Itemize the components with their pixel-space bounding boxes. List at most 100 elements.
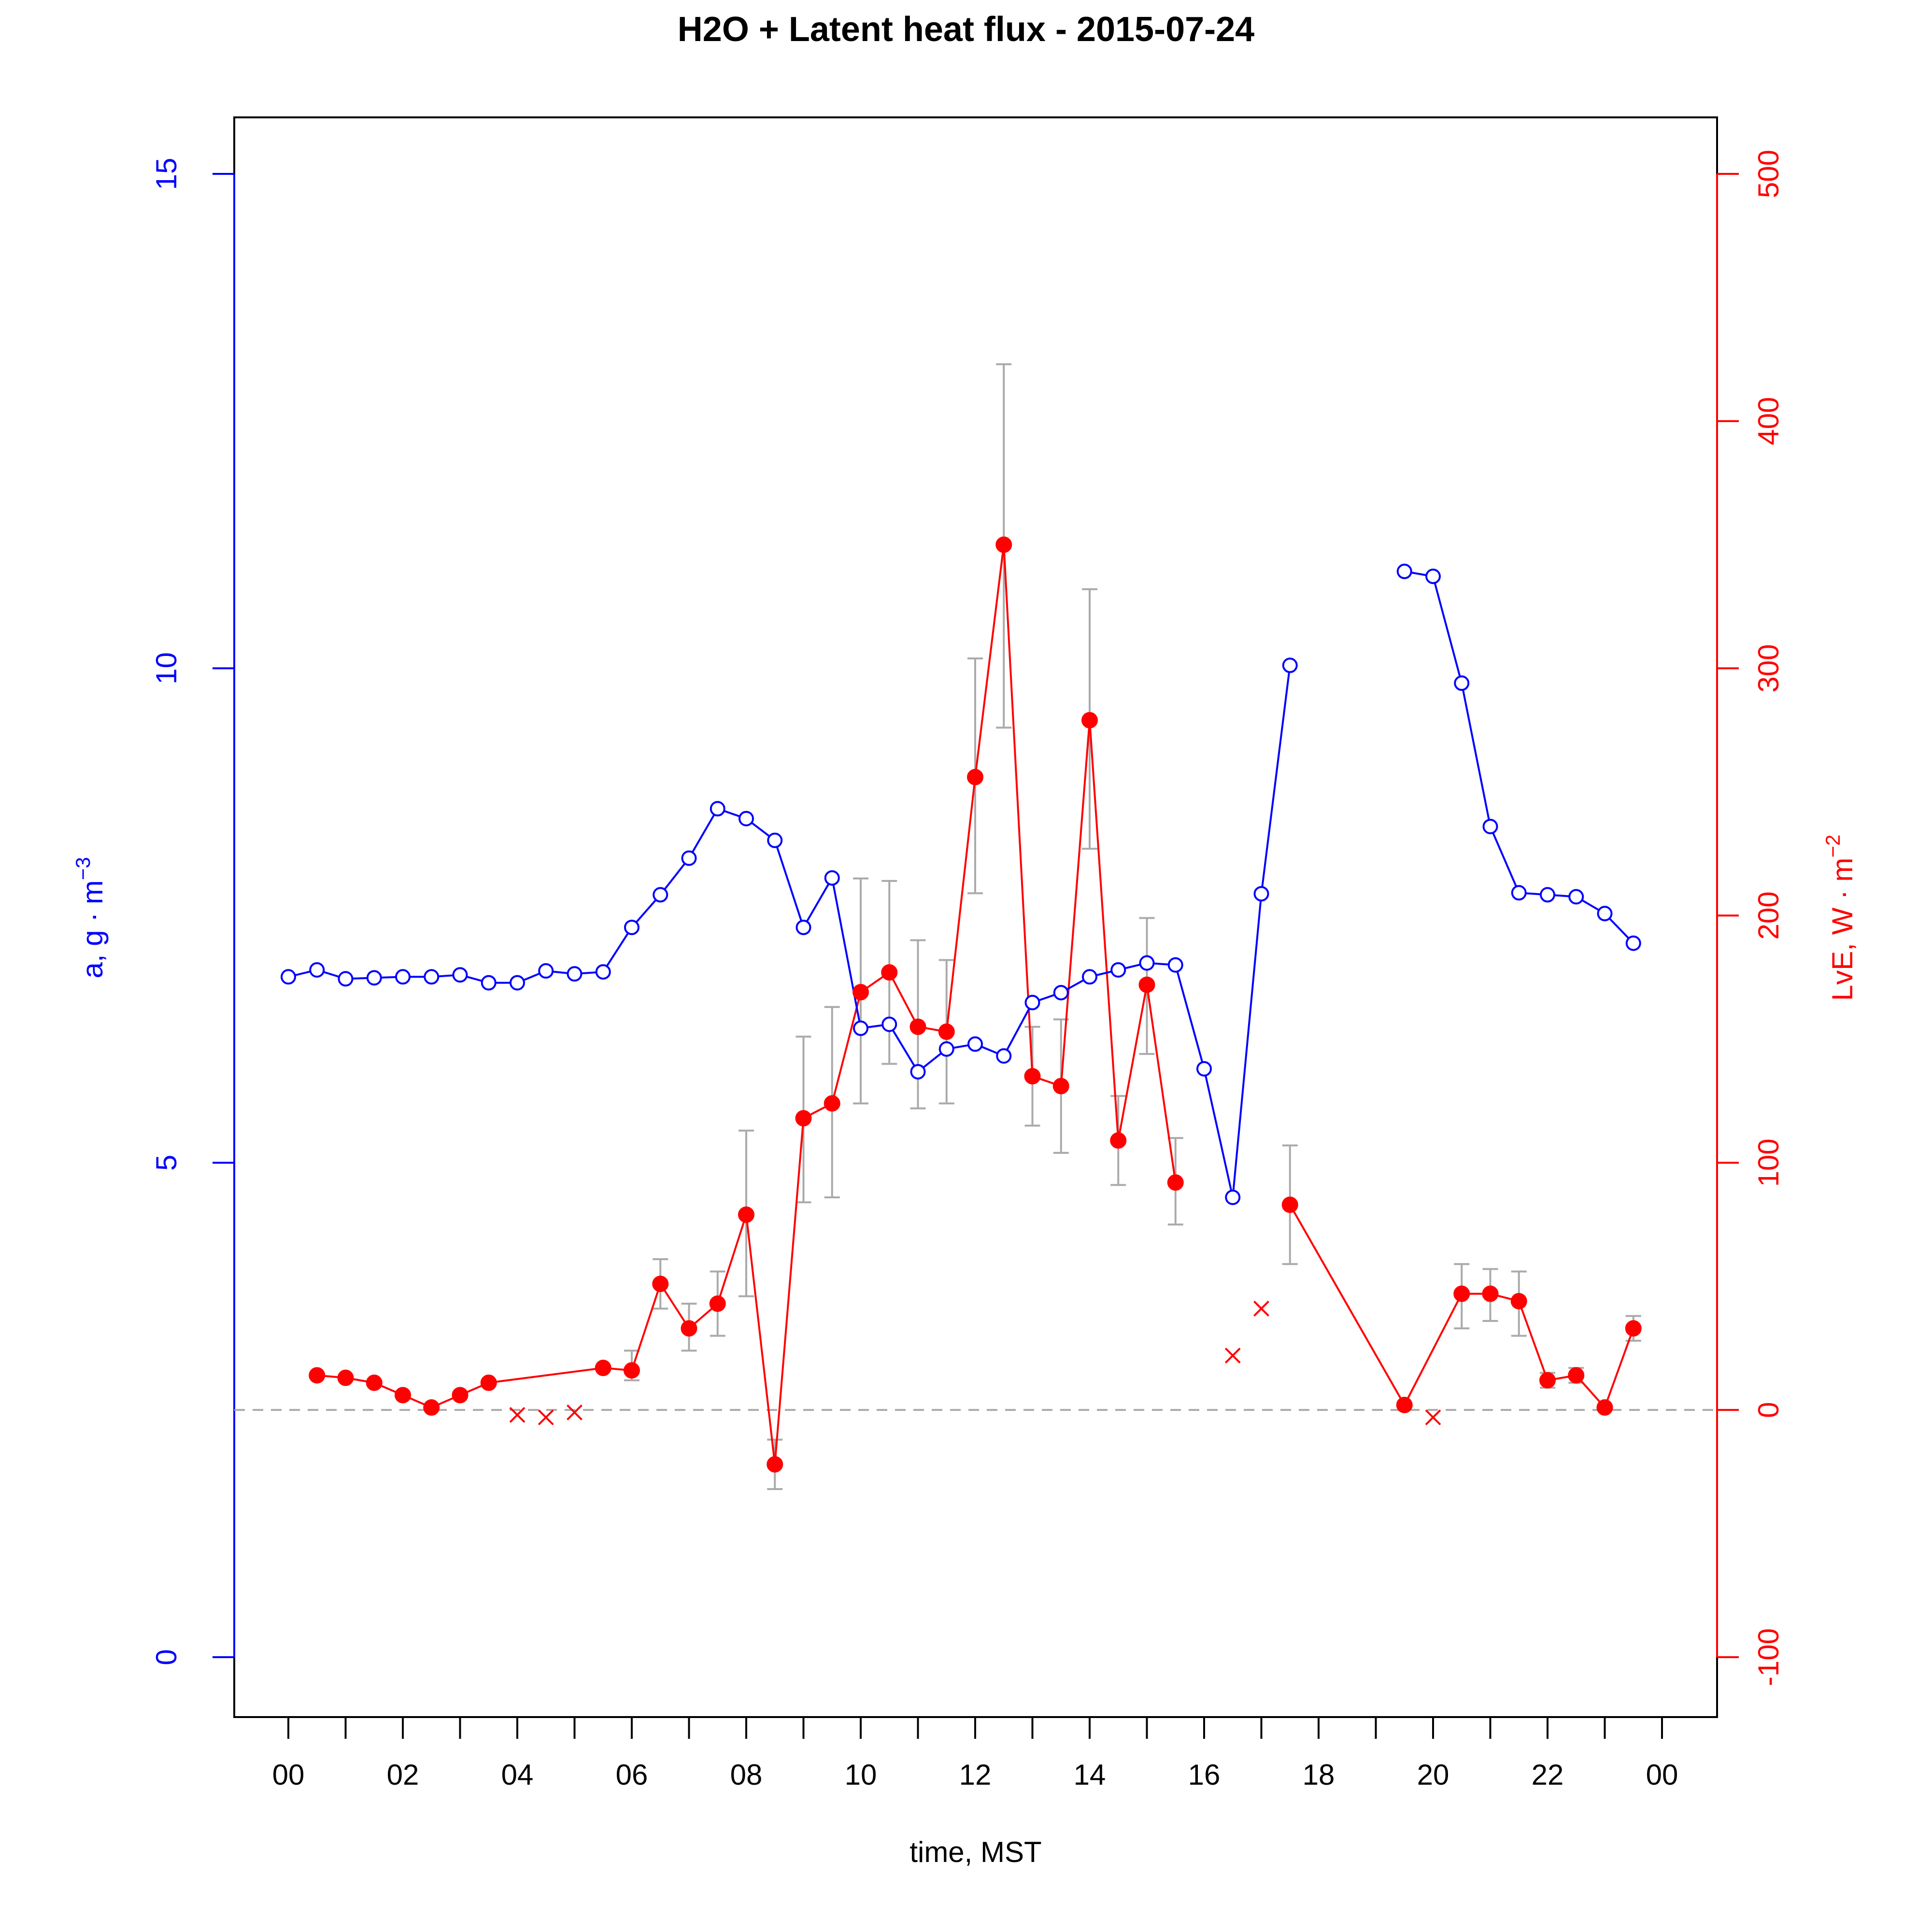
lve-point [1625,1320,1642,1337]
vapour-density-point [1511,885,1527,901]
vapour-density-point [1253,886,1269,902]
x-axis-tick-label: 08 [730,1759,763,1791]
vapour-density-series-line [288,665,1291,1198]
lve-point [423,1399,440,1416]
x-axis-tick-label: 10 [845,1759,877,1791]
lve-point [738,1206,754,1223]
lve-point [995,536,1012,553]
lve-point [967,768,983,785]
lve-point [709,1295,726,1312]
lve-point [1482,1285,1499,1302]
lve-point [1052,1078,1069,1094]
x-axis-tick-label: 00 [272,1759,305,1791]
vapour-density-point [767,832,783,848]
plot-frame [233,116,1718,1718]
vapour-density-point [481,975,497,991]
lve-point [767,1456,783,1473]
vapour-density-point [510,975,525,991]
vapour-density-point [1540,887,1555,903]
right-axis-tick-label: 300 [1752,644,1785,693]
x-axis-tick-label: 22 [1532,1759,1564,1791]
vapour-density-point [710,801,725,817]
lve-point [1024,1068,1041,1085]
vapour-density-point [1282,657,1298,673]
vapour-density-point [1425,568,1441,584]
x-axis-tick-label: 12 [959,1759,992,1791]
x-axis-tick-label: 02 [387,1759,419,1791]
lve-point [652,1276,669,1293]
x-axis-tick-label: 04 [501,1759,534,1791]
lve-point [1081,712,1098,729]
vapour-density-point [796,920,811,936]
lve-flagged-point-marker [1253,1300,1269,1317]
vapour-density-point [853,1020,868,1036]
lve-point [480,1374,497,1391]
vapour-density-point [1082,969,1097,985]
lve-flagged-point-marker [509,1406,526,1423]
vapour-density-point [681,850,697,866]
vapour-density-point [366,970,382,986]
lve-point [452,1387,469,1404]
vapour-density-point [1454,675,1470,691]
vapour-density-point [824,870,840,886]
x-axis-tick-label: 16 [1188,1759,1221,1791]
vapour-density-point [1225,1189,1241,1205]
lve-point [1539,1372,1556,1389]
right-axis-tick-label: 400 [1752,397,1785,445]
right-axis-tick-label: -100 [1752,1628,1785,1686]
vapour-density-point [1139,955,1155,971]
left-axis-tick-label: 10 [150,652,183,684]
lve-point [909,1018,926,1035]
left-axis-tick-label: 5 [150,1155,183,1171]
lve-flagged-point-marker [538,1409,554,1425]
vapour-density-point [395,969,411,985]
vapour-density-point [567,966,582,982]
left-axis-tick-label: 15 [150,158,183,190]
lve-point [395,1387,411,1404]
vapour-density-point [996,1048,1012,1064]
vapour-density-point [739,810,754,826]
vapour-density-point [424,969,440,985]
lve-point [1138,976,1155,993]
vapour-density-point [1597,906,1613,922]
vapour-density-point [1024,994,1040,1010]
lve-point [1167,1174,1184,1191]
vapour-density-point [281,969,296,985]
chart-title: H2O + Latent heat flux - 2015-07-24 [678,10,1254,49]
lve-point [309,1367,326,1384]
vapour-density-point [1167,957,1183,973]
lve-point [337,1369,354,1386]
vapour-density-point [1482,819,1498,835]
lve-point [681,1320,697,1337]
lve-point [1281,1196,1298,1213]
lve-flagged-point-marker [1224,1348,1241,1364]
lve-point [795,1110,812,1127]
right-axis-tick-label: 100 [1752,1138,1785,1187]
vapour-density-point [967,1036,983,1052]
x-axis-label: time, MST [909,1836,1041,1868]
left-axis-label: a, g · m−3 [71,857,109,978]
x-axis-tick-label: 20 [1417,1759,1449,1791]
right-axis-tick-label: 500 [1752,150,1785,198]
vapour-density-point [881,1016,897,1032]
right-axis-label: LvE, W · m−2 [1821,835,1859,1001]
vapour-density-point [1396,564,1412,580]
lve-flagged-point-marker [567,1404,582,1421]
left-axis-tick-label: 0 [150,1649,183,1665]
vapour-density-point [1625,935,1641,951]
vapour-density-point [910,1064,926,1080]
x-axis-tick-label: 18 [1303,1759,1335,1791]
x-axis-tick-label: 00 [1646,1759,1678,1791]
vapour-density-point [1110,962,1126,978]
vapour-density-point [653,887,668,903]
lve-point [1396,1396,1413,1413]
lve-flagged-point-marker [1425,1409,1441,1425]
lve-point [881,964,898,981]
vapour-density-point [1196,1061,1212,1077]
lve-point [1510,1293,1527,1309]
lve-point [938,1023,955,1040]
vapour-density-point [309,962,325,978]
x-axis-tick-label: 06 [616,1759,648,1791]
lve-point [852,984,869,1001]
